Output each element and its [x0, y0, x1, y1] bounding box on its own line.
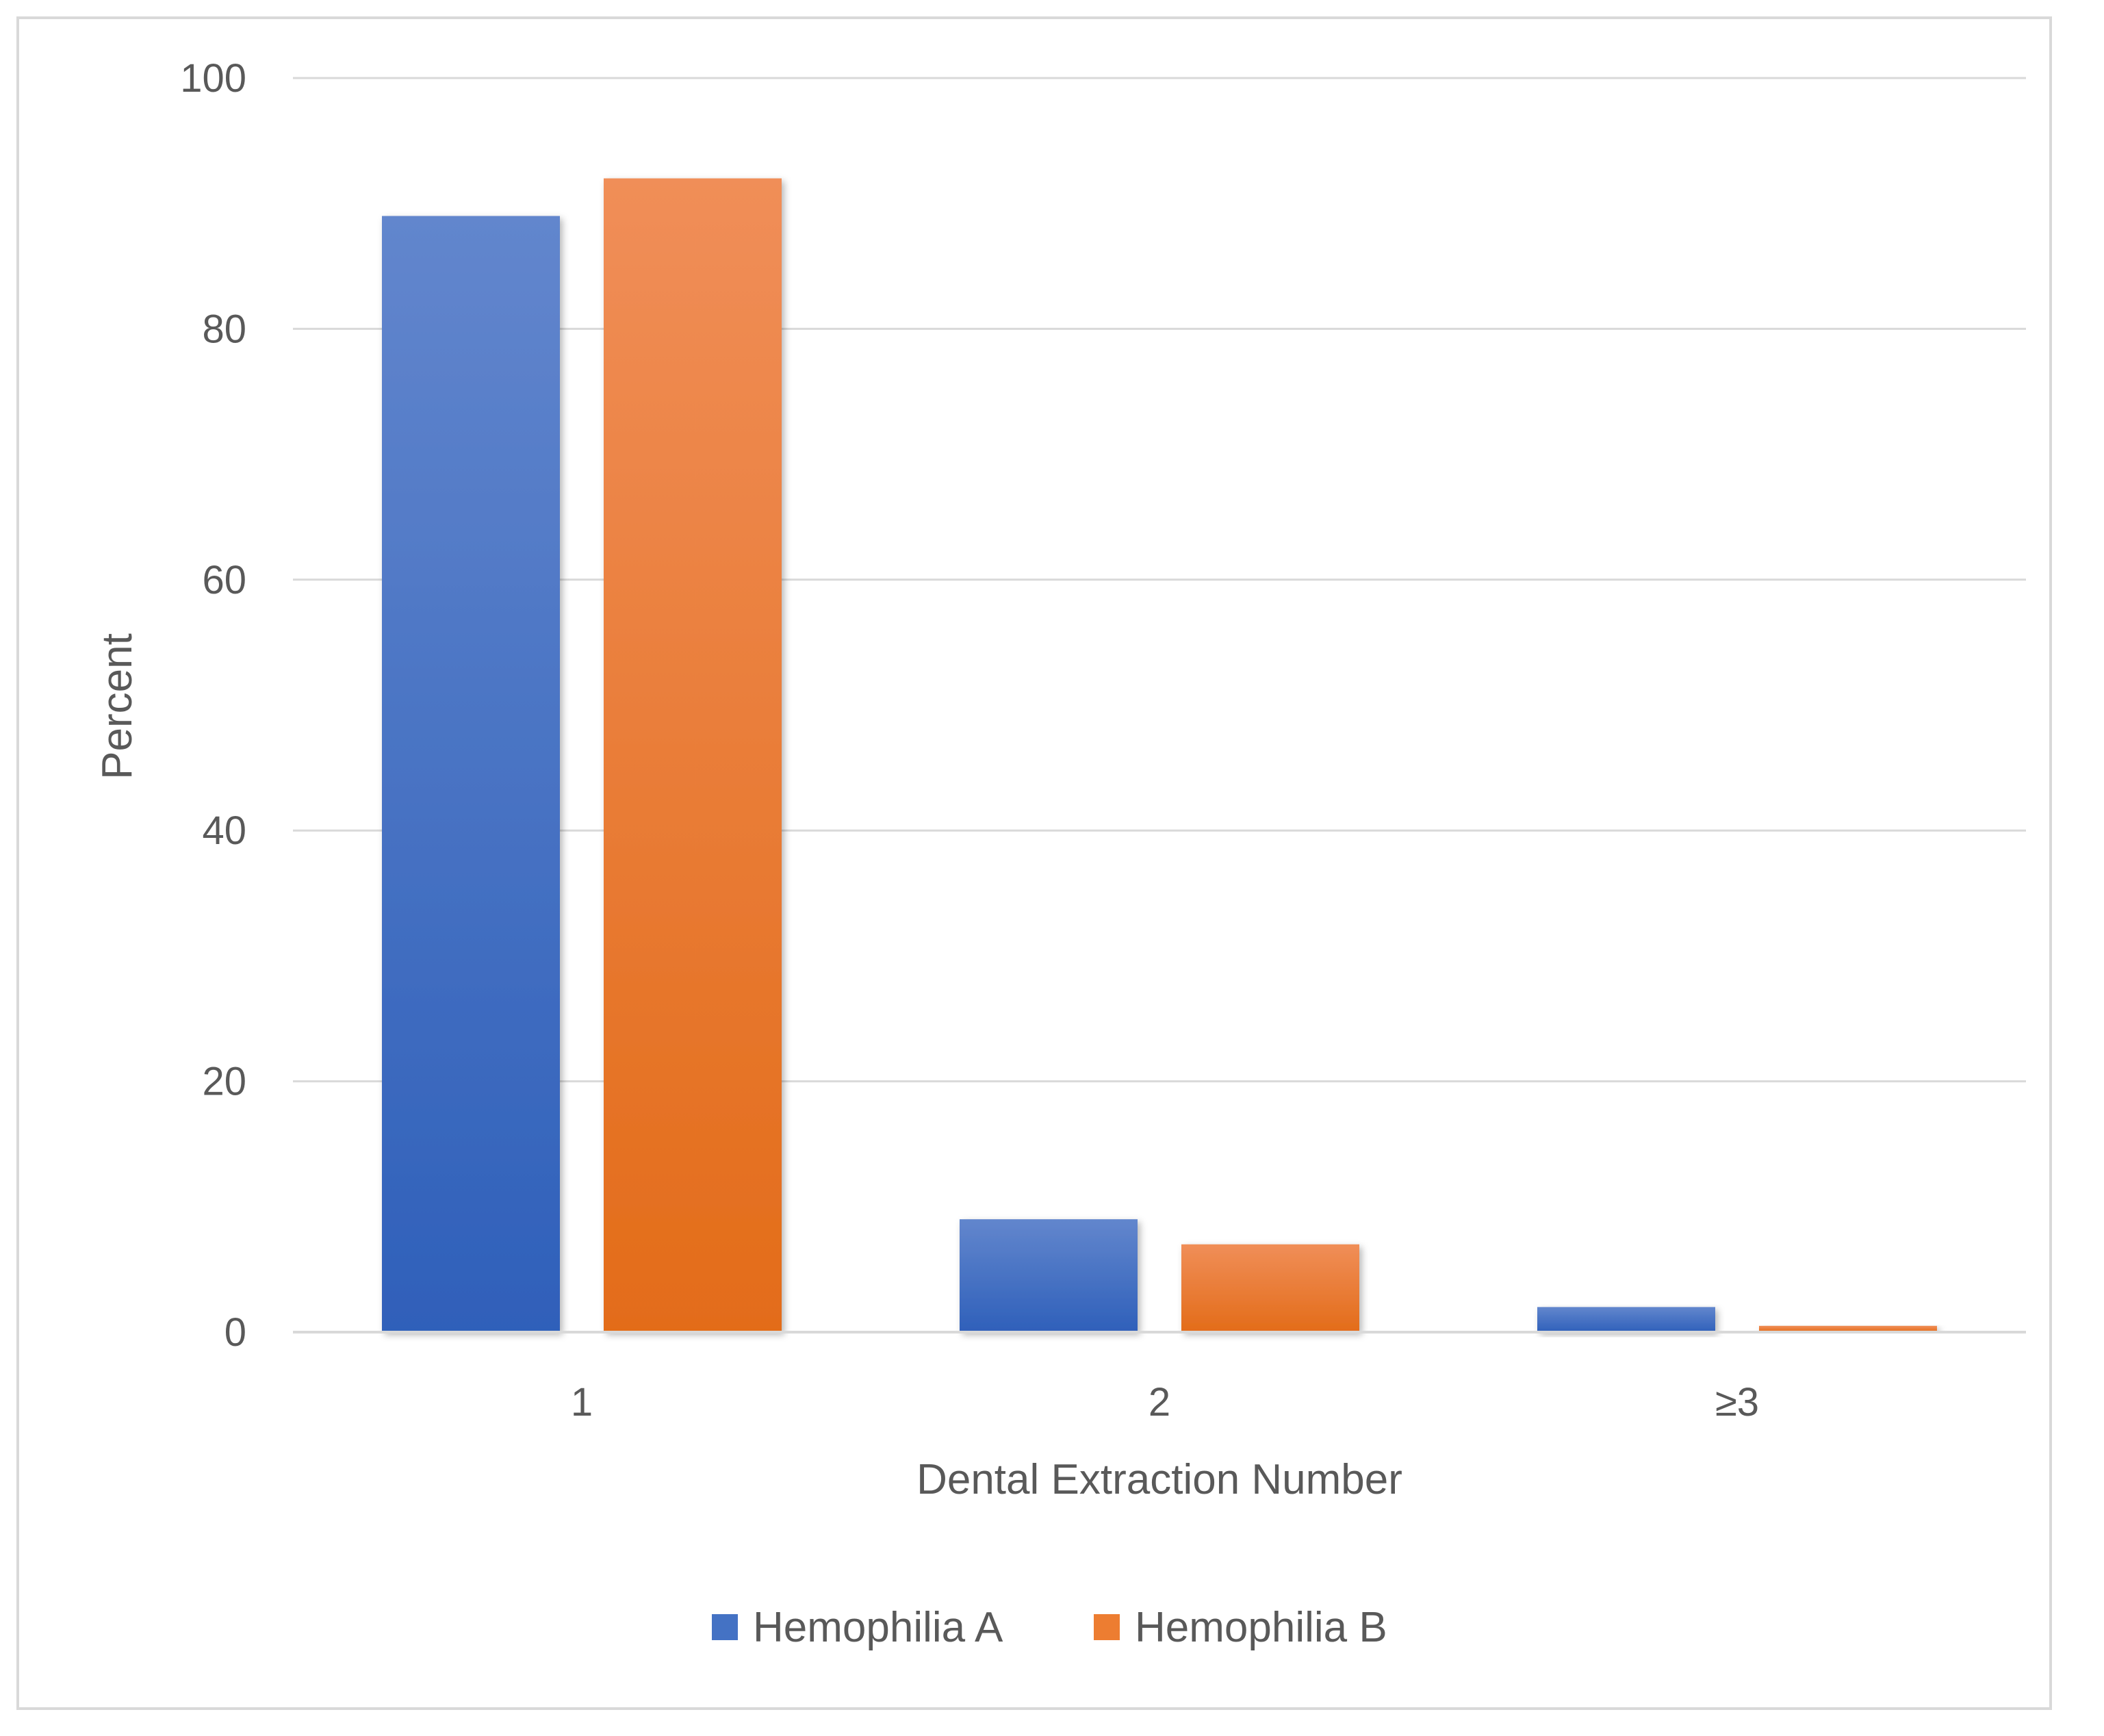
x-tick-label: ≥3	[1715, 1380, 1759, 1425]
bar-hemophilia-a-cat-3	[1537, 1307, 1715, 1332]
legend-label-hemophilia-b: Hemophilia B	[1135, 1604, 1387, 1651]
x-axis-title: Dental Extraction Number	[916, 1456, 1402, 1503]
x-tick-label: 2	[1149, 1380, 1170, 1425]
gridlines	[293, 77, 2026, 1083]
y-tick-label: 80	[202, 307, 246, 351]
y-tick-label: 100	[180, 56, 246, 101]
legend: Hemophilia A Hemophilia B	[712, 1604, 1387, 1651]
y-tick-label: 60	[202, 558, 246, 602]
y-tick-label: 20	[202, 1060, 246, 1104]
x-axis-tick-labels: 1 2 ≥3	[571, 1380, 1759, 1425]
legend-swatch-hemophilia-b	[1094, 1614, 1120, 1640]
bar-hemophilia-b-cat-3	[1759, 1325, 1937, 1332]
bar-hemophilia-a-cat-2	[960, 1219, 1138, 1332]
x-tick-label: 1	[571, 1380, 593, 1425]
chart-frame	[16, 16, 2052, 1710]
legend-swatch-hemophilia-a	[712, 1614, 738, 1640]
bar-hemophilia-b-cat-2	[1181, 1244, 1359, 1332]
y-tick-label: 0	[224, 1310, 246, 1355]
y-axis-tick-labels: 0 20 40 60 80 100	[180, 56, 246, 1355]
bars	[382, 178, 1937, 1332]
bar-hemophilia-a-cat-1	[382, 216, 560, 1332]
y-tick-label: 40	[202, 808, 246, 853]
legend-label-hemophilia-a: Hemophilia A	[753, 1604, 1003, 1651]
y-axis-title: Percent	[94, 633, 141, 780]
bar-hemophilia-b-cat-1	[604, 178, 782, 1332]
